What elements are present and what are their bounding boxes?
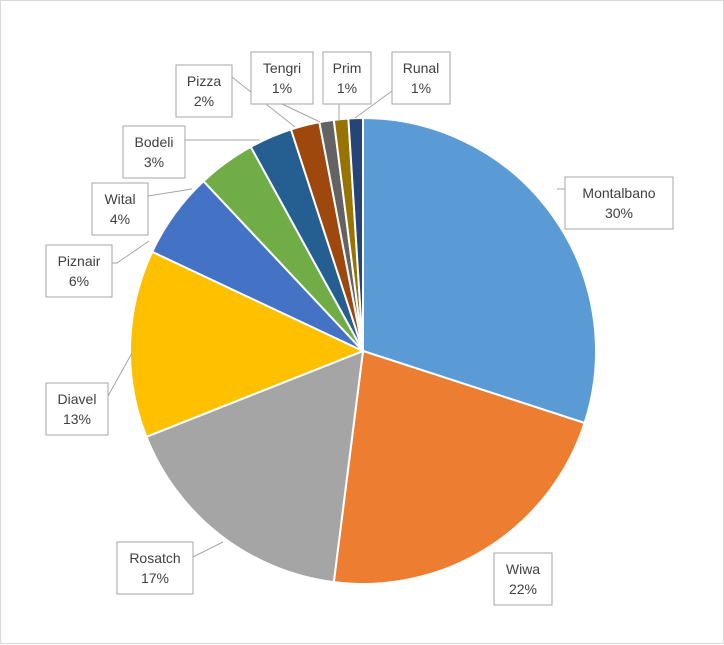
data-label-diavel: Diavel 13% — [45, 382, 109, 436]
data-label-name: Piznair — [58, 253, 101, 269]
data-label-box — [122, 125, 186, 179]
pie-slice-rosatch — [145, 349, 365, 584]
leader-line-wital — [147, 188, 193, 197]
data-label-box — [175, 64, 233, 118]
data-label-percent: 4% — [110, 211, 130, 227]
pie-slice-wiwa — [332, 349, 586, 585]
data-label-box — [116, 541, 194, 595]
data-label-percent: 13% — [63, 411, 91, 427]
data-label-name: Rosatch — [129, 550, 180, 566]
data-label-box — [45, 382, 109, 436]
data-label-tengri: Tengri 1% — [250, 51, 314, 105]
leader-line-piznair — [112, 240, 150, 264]
data-label-percent: 1% — [337, 80, 357, 96]
data-label-box — [45, 244, 113, 298]
pie-slice-diavel — [129, 250, 366, 439]
data-label-wital: Wital 4% — [91, 182, 149, 236]
data-label-pizza: Pizza 2% — [175, 64, 233, 118]
data-label-percent: 17% — [141, 570, 169, 586]
leader-line-tengri — [281, 103, 321, 123]
data-label-percent: 30% — [605, 205, 633, 221]
data-label-box — [91, 182, 149, 236]
data-label-name: Pizza — [187, 73, 221, 89]
data-label-percent: 6% — [69, 273, 89, 289]
data-label-name: Montalbano — [582, 185, 655, 201]
data-label-name: Bodeli — [135, 134, 174, 150]
pie-slice-montalbano — [362, 116, 597, 425]
data-label-name: Wiwa — [506, 561, 540, 577]
data-label-box — [322, 51, 372, 105]
data-label-name: Runal — [403, 60, 440, 76]
data-label-name: Wital — [104, 191, 135, 207]
data-labels: Montalbano 30% Wiwa 22% Rosatch 17% Diavel 13% P… — [45, 51, 674, 606]
leader-line-diavel — [107, 352, 133, 397]
data-label-percent: 1% — [272, 80, 292, 96]
data-label-percent: 3% — [144, 154, 164, 170]
data-label-box — [391, 51, 451, 105]
data-label-box — [250, 51, 314, 105]
data-label-runal: Runal 1% — [391, 51, 451, 105]
data-label-name: Diavel — [58, 391, 97, 407]
data-label-box — [493, 552, 553, 606]
data-label-percent: 1% — [411, 80, 431, 96]
data-label-bodeli: Bodeli 3% — [122, 125, 186, 179]
leader-line-runal — [354, 90, 393, 119]
leader-line-rosatch — [192, 541, 224, 558]
data-label-name: Prim — [333, 60, 362, 76]
data-label-box — [564, 176, 674, 230]
data-label-percent: 22% — [509, 581, 537, 597]
data-label-prim: Prim 1% — [322, 51, 372, 105]
data-label-piznair: Piznair 6% — [45, 244, 113, 298]
data-label-name: Tengri — [263, 60, 301, 76]
data-label-wiwa: Wiwa 22% — [493, 552, 553, 606]
data-label-rosatch: Rosatch 17% — [116, 541, 194, 595]
pie-slices — [129, 116, 597, 585]
data-label-montalbano: Montalbano 30% — [564, 176, 674, 230]
data-label-percent: 2% — [194, 93, 214, 109]
